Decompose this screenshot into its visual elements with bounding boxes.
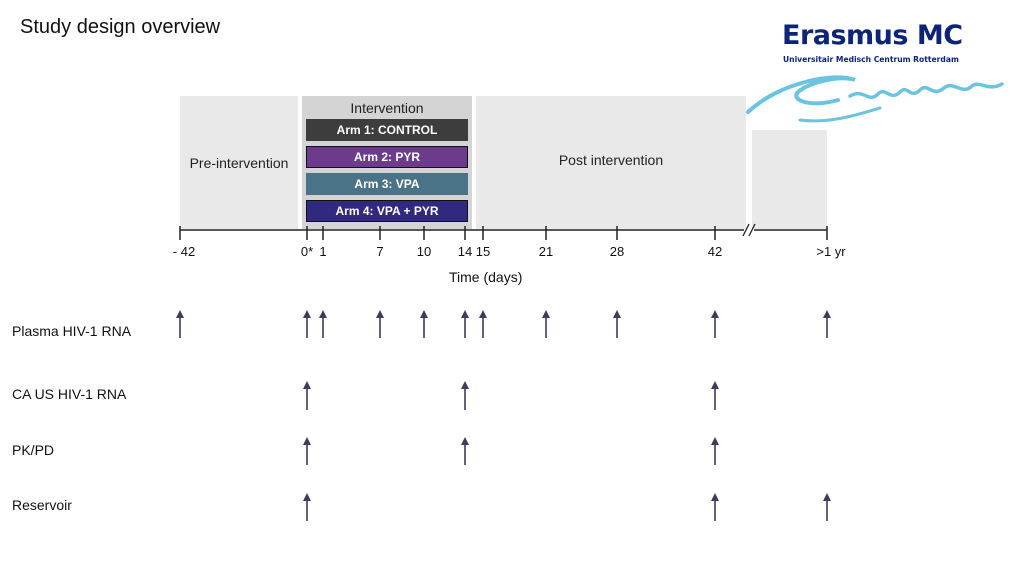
arm-3-vpa: Arm 3: VPA xyxy=(306,173,468,195)
axis-tick-label: 0* xyxy=(300,244,314,259)
measurement-arrow-icon xyxy=(176,310,184,338)
row-label-plasma-hiv-rna: Plasma HIV-1 RNA xyxy=(12,323,132,339)
measurement-arrow-icon xyxy=(303,493,311,521)
measurement-arrow-icon xyxy=(303,310,311,338)
pre-intervention-label: Pre-intervention xyxy=(189,154,289,171)
axis-tick-label: - 42 xyxy=(172,244,196,259)
measurement-arrow-icon xyxy=(711,381,719,410)
logo-subtitle: Universitair Medisch Centrum Rotterdam xyxy=(783,55,959,64)
axis-tick-label: 1 xyxy=(319,244,327,259)
measurement-arrow-icon xyxy=(823,310,831,338)
logo-wordmark: Erasmus MC xyxy=(782,20,963,51)
axis-tick-label: 15 xyxy=(475,244,491,259)
measurement-arrow-icon xyxy=(823,493,831,521)
intervention-block: Intervention Arm 1: CONTROL Arm 2: PYR A… xyxy=(302,96,472,229)
slide-title: Study design overview xyxy=(20,16,221,38)
measurement-arrow-icon xyxy=(542,310,550,338)
axis-tick-label: >1 yr xyxy=(816,244,846,259)
axis-tick-label: 10 xyxy=(416,244,432,259)
axis-title: Time (days) xyxy=(449,269,523,285)
measurement-arrow-icon xyxy=(303,437,311,465)
measurement-arrow-icon xyxy=(303,381,311,410)
axis-break-icon xyxy=(742,223,756,237)
axis-tick-label: 7 xyxy=(376,244,384,259)
measurement-arrow-icon xyxy=(461,437,469,465)
axis-tick-label: 14 xyxy=(457,244,473,259)
row-label-ca-us-hiv-rna: CA US HIV-1 RNA xyxy=(12,386,127,402)
arm-1-control: Arm 1: CONTROL xyxy=(306,119,468,141)
pre-intervention-block: Pre-intervention xyxy=(180,96,298,229)
measurement-arrow-icon xyxy=(461,381,469,410)
erasmus-mc-logo: Erasmus MC Universitair Medisch Centrum … xyxy=(740,20,1010,135)
measurement-arrow-icon xyxy=(376,310,384,338)
measurement-arrow-icon xyxy=(711,310,719,338)
measurement-arrow-icon xyxy=(319,310,327,338)
row-label-reservoir: Reservoir xyxy=(12,497,72,513)
axis-tick-label: 21 xyxy=(538,244,554,259)
post-intervention-label: Post intervention xyxy=(558,151,664,168)
measurement-arrow-icon xyxy=(461,310,469,338)
post-intervention-block: Post intervention xyxy=(476,96,746,229)
measurement-arrow-icon xyxy=(479,310,487,338)
measurement-arrow-icon xyxy=(613,310,621,338)
measurement-arrow-icon xyxy=(711,493,719,521)
measurement-arrow-icon xyxy=(420,310,428,338)
arm-2-pyr: Arm 2: PYR xyxy=(306,146,468,168)
intervention-label: Intervention xyxy=(350,100,424,116)
axis-tick-label: 42 xyxy=(707,244,723,259)
arm-4-vpa-pyr: Arm 4: VPA + PYR xyxy=(306,200,468,222)
axis-tick-label: 28 xyxy=(609,244,625,259)
follow-up-block xyxy=(752,130,827,229)
logo-swoosh-icon xyxy=(746,75,1004,123)
row-label-pk-pd: PK/PD xyxy=(12,442,55,458)
measurement-arrow-icon xyxy=(711,437,719,465)
